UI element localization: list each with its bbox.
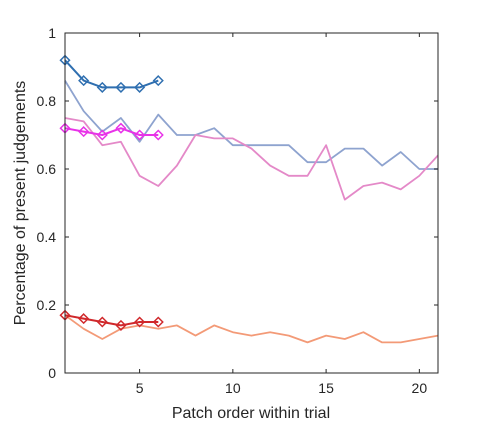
data-point-diamond [96,316,108,328]
data-point-diamond [115,81,127,93]
x-tick-label: 5 [136,380,144,396]
y-tick-label: 0.4 [37,229,57,245]
data-point-diamond [115,122,127,134]
y-tick-label: 0.6 [37,161,57,177]
series-4 [59,122,164,141]
data-point-diamond [134,81,146,93]
y-tick-label: 1 [48,25,56,41]
series-2 [64,314,439,344]
series-line [64,80,438,170]
data-point-diamond [96,129,108,141]
data-point-diamond [152,316,164,328]
data-point-diamond [134,316,146,328]
y-tick-label: 0 [48,365,56,381]
series-5 [59,309,164,331]
series-line [64,314,439,344]
series-line [64,59,159,89]
x-axis-ticks: 5 10 15 20 [136,33,428,396]
data-point-diamond [78,75,90,87]
series-3 [59,54,164,93]
data-point-diamond [96,81,108,93]
x-tick-label: 10 [225,380,241,396]
data-point-diamond [78,126,90,138]
y-axis-ticks: 0 0.2 0.4 0.6 0.8 1 [37,25,438,381]
data-point-diamond [152,129,164,141]
x-tick-label: 15 [318,380,334,396]
data-point-diamond [115,319,127,331]
x-axis-label: Patch order within trial [172,405,330,422]
x-tick-label: 20 [412,380,428,396]
data-point-diamond [134,129,146,141]
data-point-diamond [152,75,164,87]
plot-frame [64,32,439,374]
y-tick-label: 0.8 [37,93,57,109]
series-layer [59,54,439,344]
series-0 [64,80,438,170]
y-tick-label: 0.2 [37,297,57,313]
series-line [64,314,159,327]
series-1 [64,117,439,201]
y-axis-label: Percentage of present judgements [12,81,29,326]
series-line [64,117,439,201]
data-point-diamond [78,313,90,325]
